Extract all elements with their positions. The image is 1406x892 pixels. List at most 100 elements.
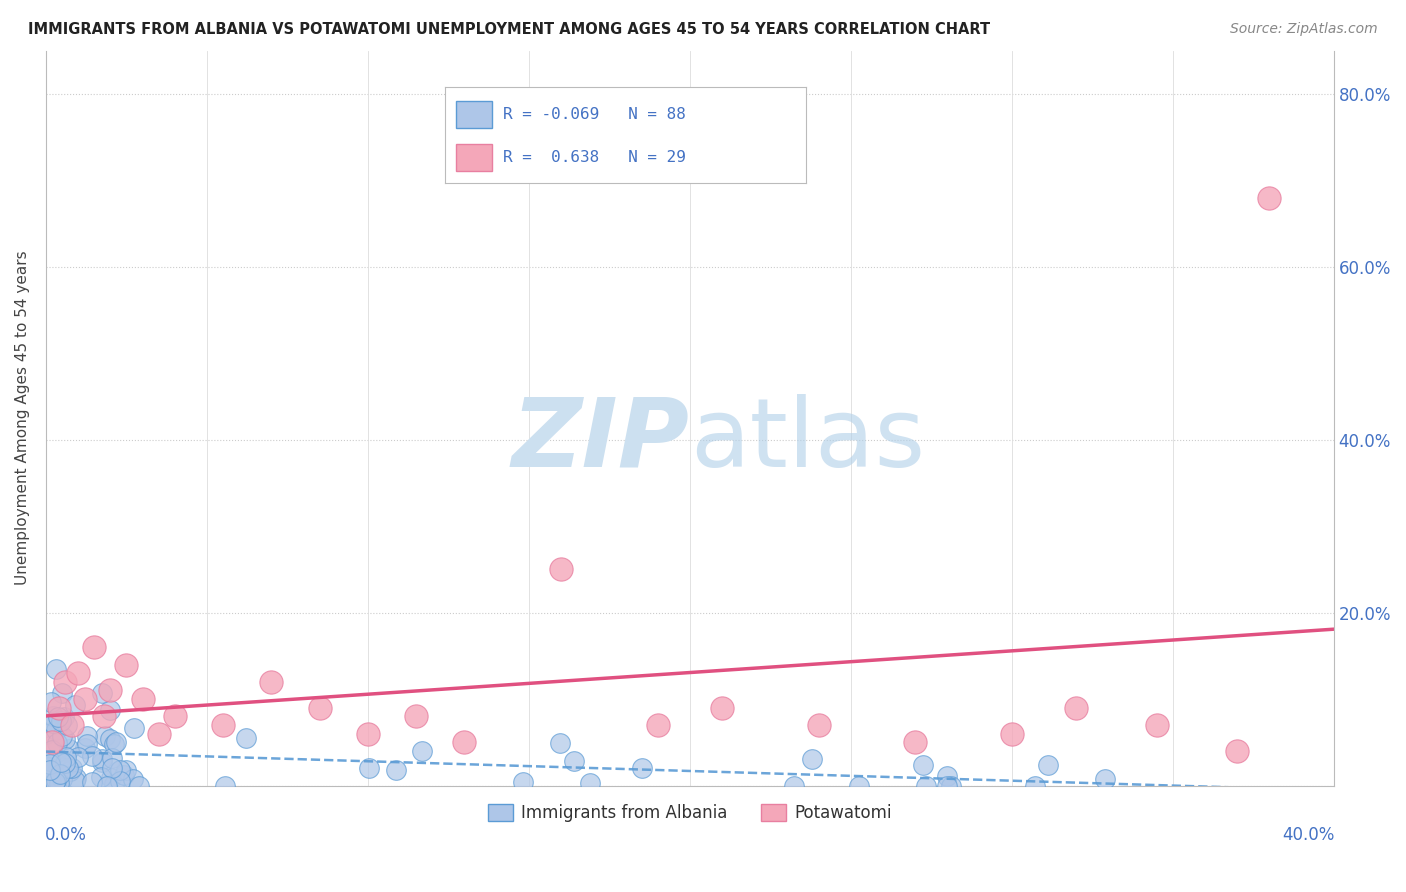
Point — [58, 742, 80, 756]
Text: ZIP: ZIP — [512, 393, 690, 487]
Point — [357, 727, 380, 741]
Point — [453, 735, 475, 749]
Point — [56, 758, 79, 772]
Point — [51, 729, 73, 743]
Point — [103, 737, 125, 751]
Point — [411, 743, 433, 757]
Point — [579, 776, 602, 790]
Point — [1146, 718, 1168, 732]
Point — [76, 737, 98, 751]
Point — [112, 767, 135, 781]
Point — [90, 771, 112, 785]
Point — [1064, 700, 1087, 714]
Point — [104, 735, 127, 749]
Point — [55, 732, 77, 747]
Point — [63, 773, 86, 788]
Point — [359, 761, 381, 775]
Point — [1094, 772, 1116, 786]
Point — [93, 709, 115, 723]
Point — [38, 763, 60, 777]
Y-axis label: Unemployment Among Ages 45 to 54 years: Unemployment Among Ages 45 to 54 years — [15, 251, 30, 585]
Point — [45, 772, 67, 787]
Point — [73, 692, 96, 706]
Text: 40.0%: 40.0% — [1282, 826, 1334, 844]
Point — [131, 692, 153, 706]
Text: atlas: atlas — [690, 393, 925, 487]
Point — [782, 779, 804, 793]
Point — [52, 710, 75, 724]
Point — [384, 763, 406, 777]
Point — [98, 683, 121, 698]
Point — [49, 756, 72, 770]
Point — [101, 751, 124, 765]
Point — [214, 779, 236, 793]
Point — [1024, 779, 1046, 793]
Point — [37, 759, 59, 773]
Point — [39, 695, 62, 709]
Point — [41, 735, 63, 749]
Point — [60, 761, 83, 775]
Point — [49, 767, 72, 781]
Legend: Immigrants from Albania, Potawatomi: Immigrants from Albania, Potawatomi — [481, 797, 898, 829]
Point — [44, 777, 66, 791]
Point — [49, 714, 72, 728]
Point — [91, 752, 114, 766]
Point — [108, 763, 131, 777]
Point — [1226, 744, 1249, 758]
Point — [904, 735, 927, 749]
Point — [562, 754, 585, 768]
Point — [91, 686, 114, 700]
Point — [91, 755, 114, 769]
Point — [647, 718, 669, 732]
Point — [98, 703, 121, 717]
Point — [51, 772, 73, 786]
Point — [56, 761, 79, 775]
Point — [35, 720, 58, 734]
Point — [550, 562, 572, 576]
Point — [80, 775, 103, 789]
Point — [915, 779, 938, 793]
Point — [212, 718, 235, 732]
Point — [96, 779, 118, 793]
Point — [548, 736, 571, 750]
Point — [103, 777, 125, 791]
Point — [42, 715, 65, 730]
Point — [53, 674, 76, 689]
Point — [82, 749, 104, 764]
Point — [935, 769, 957, 783]
Point — [83, 640, 105, 655]
Point — [48, 776, 70, 790]
Point — [807, 718, 830, 732]
Point — [235, 731, 257, 746]
Point — [38, 757, 60, 772]
Point — [94, 730, 117, 744]
Point — [1001, 727, 1024, 741]
Point — [45, 723, 67, 737]
Point — [45, 736, 67, 750]
Point — [405, 709, 427, 723]
Point — [711, 700, 734, 714]
Point — [45, 662, 67, 676]
Point — [936, 779, 959, 793]
Point — [100, 771, 122, 785]
Point — [60, 718, 83, 732]
Point — [37, 760, 59, 774]
Text: IMMIGRANTS FROM ALBANIA VS POTAWATOMI UNEMPLOYMENT AMONG AGES 45 TO 54 YEARS COR: IMMIGRANTS FROM ALBANIA VS POTAWATOMI UN… — [28, 22, 990, 37]
Point — [108, 773, 131, 788]
Point — [121, 772, 143, 787]
Point — [59, 764, 82, 779]
Point — [800, 752, 823, 766]
Point — [100, 761, 122, 775]
Point — [38, 754, 60, 768]
Point — [114, 763, 136, 777]
Point — [1258, 191, 1281, 205]
Point — [46, 709, 69, 723]
Point — [53, 756, 76, 770]
Point — [308, 700, 330, 714]
Point — [148, 727, 170, 741]
Point — [51, 686, 73, 700]
Point — [512, 775, 534, 789]
Point — [115, 657, 138, 672]
Point — [848, 779, 870, 793]
Point — [76, 730, 98, 744]
